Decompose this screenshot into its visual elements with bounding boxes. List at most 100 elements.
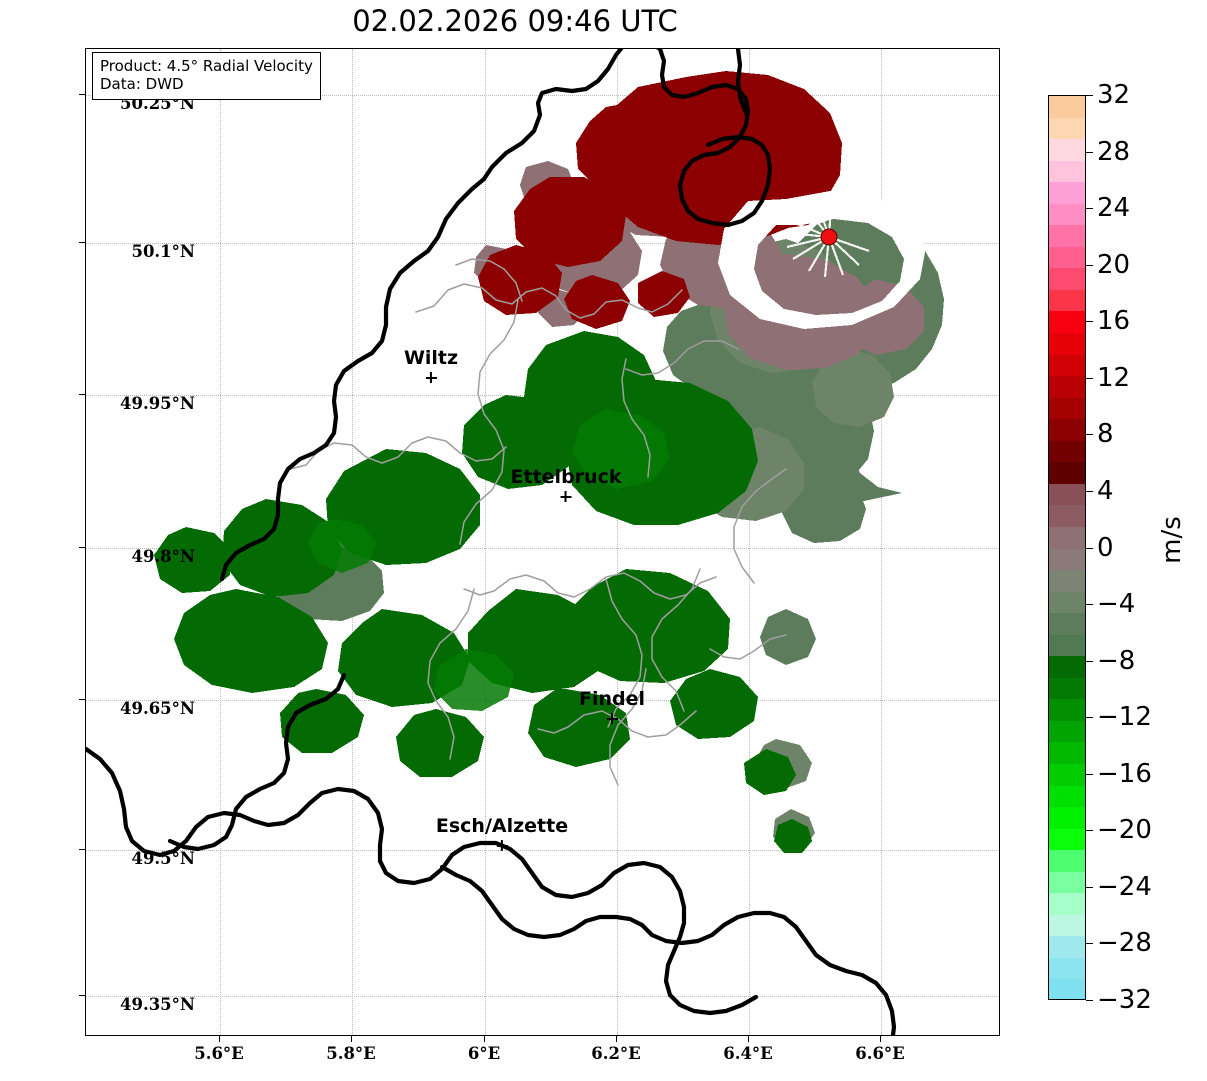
colorbar-band [1049, 483, 1085, 507]
colorbar-band [1049, 289, 1085, 313]
colorbar-gradient [1048, 95, 1086, 1000]
xtick-mark [748, 1036, 749, 1042]
city-label-wiltz: Wiltz [404, 349, 458, 383]
colorbar-band [1049, 720, 1085, 744]
xtick-mark [351, 1036, 352, 1042]
ytick-text: 49.65°N [120, 699, 195, 718]
colorbar-band [1049, 785, 1085, 808]
colorbar-band [1049, 828, 1085, 851]
colorbar-band [1049, 354, 1085, 377]
colorbar-band [1049, 656, 1085, 679]
info-product-line: Product: 4.5° Radial Velocity [100, 57, 313, 75]
colorbar-band [1049, 160, 1085, 183]
colorbar-tick-label: 12 [1097, 362, 1131, 393]
xtick-mark [219, 1036, 220, 1042]
gridline-lat-49-35 [86, 996, 999, 997]
map-axes[interactable]: Wiltz Ettelbruck Findel Esch/Alzette [85, 48, 1000, 1036]
colorbar-tick-mark [1086, 886, 1093, 888]
colorbar-tick-mark [1086, 717, 1093, 719]
colorbar-tick-mark [1086, 95, 1093, 96]
xtick-mark [616, 1036, 617, 1042]
ytick-mark [79, 94, 85, 95]
ytick-mark [79, 699, 85, 700]
xtick-label-6: 6°E [467, 1044, 501, 1063]
colorbar-tick-label: −16 [1097, 758, 1152, 789]
colorbar-tick-label: −12 [1097, 702, 1152, 733]
ytick-mark [79, 547, 85, 548]
colorbar-band [1049, 979, 1085, 999]
ytick-mark [79, 995, 85, 996]
colorbar-band [1049, 246, 1085, 270]
colorbar-tick-mark [1086, 151, 1093, 153]
colorbar-band [1049, 936, 1085, 959]
colorbar-band [1049, 742, 1085, 765]
colorbar-tick-mark [1086, 660, 1093, 662]
xtick-label-5-6: 5.6°E [194, 1044, 244, 1063]
colorbar-band [1049, 763, 1085, 787]
ytick-mark [79, 394, 85, 395]
xtick-label-6-4: 6.4°E [723, 1044, 773, 1063]
colorbar-band [1049, 117, 1085, 140]
page-title: 02.02.2026 09:46 UTC [352, 4, 678, 38]
city-marker-icon [606, 713, 618, 724]
gridline-lon-6-2 [617, 49, 618, 1035]
colorbar-band [1049, 333, 1085, 356]
colorbar-band [1049, 139, 1085, 162]
colorbar-band [1049, 268, 1085, 291]
gridline-lat-49-5 [86, 850, 999, 851]
colorbar-band [1049, 526, 1085, 550]
velocity-colorbar[interactable] [1048, 95, 1086, 1000]
xtick-mark [880, 1036, 881, 1042]
product-info-box: Product: 4.5° Radial Velocity Data: DWD [92, 52, 321, 100]
colorbar-tick-label: 20 [1097, 249, 1131, 280]
gridline-lon-6 [485, 49, 486, 1035]
colorbar-tick-mark [1086, 773, 1093, 775]
colorbar-tick-label: 0 [1097, 532, 1114, 563]
colorbar-band [1049, 570, 1085, 593]
colorbar-tick-mark [1086, 943, 1093, 945]
colorbar-tick-label: −4 [1097, 589, 1136, 620]
colorbar-tick-mark [1086, 208, 1093, 210]
colorbar-band [1049, 613, 1085, 636]
city-marker-icon [425, 372, 437, 383]
gridline-lon-6-6 [881, 49, 882, 1035]
colorbar-tick-label: −8 [1097, 645, 1136, 676]
ytick-mark [79, 849, 85, 850]
colorbar-band [1049, 699, 1085, 722]
city-name: Findel [578, 688, 646, 710]
colorbar-band [1049, 311, 1085, 334]
colorbar-band [1049, 850, 1085, 873]
colorbar-tick-label: −20 [1097, 815, 1152, 846]
colorbar-band [1049, 505, 1085, 528]
colorbar-band [1049, 203, 1085, 226]
colorbar-tick-mark [1086, 830, 1093, 832]
xtick-label-6-2: 6.2°E [591, 1044, 641, 1063]
colorbar-band [1049, 807, 1085, 830]
colorbar-band [1049, 182, 1085, 205]
radar-void-ring [718, 191, 926, 329]
city-marker-icon [496, 840, 508, 851]
city-label-ettelbruck: Ettelbruck [511, 468, 621, 502]
radar-station-marker[interactable] [820, 228, 838, 246]
ytick-text: 50.1°N [131, 242, 195, 261]
radar-velocity-field [154, 71, 944, 853]
ytick-text: 49.5°N [131, 849, 195, 868]
colorbar-tick-label: 4 [1097, 475, 1114, 506]
colorbar-tick-mark [1086, 490, 1093, 492]
colorbar-band [1049, 225, 1085, 248]
colorbar-tick-mark [1086, 1000, 1093, 1001]
xtick-label-5-8: 5.8°E [326, 1044, 376, 1063]
colorbar-band [1049, 96, 1085, 119]
gridline-lat-49-8 [86, 548, 999, 549]
colorbar-band [1049, 376, 1085, 399]
colorbar-tick-mark [1086, 377, 1093, 379]
map-boundaries [86, 49, 897, 1035]
colorbar-band [1049, 893, 1085, 916]
colorbar-tick-mark [1086, 547, 1093, 549]
colorbar-tick-label: 16 [1097, 306, 1131, 337]
colorbar-tick-label: 24 [1097, 193, 1131, 224]
gridline-lon-6-4 [749, 49, 750, 1035]
colorbar-band [1049, 957, 1085, 981]
colorbar-band [1049, 871, 1085, 894]
